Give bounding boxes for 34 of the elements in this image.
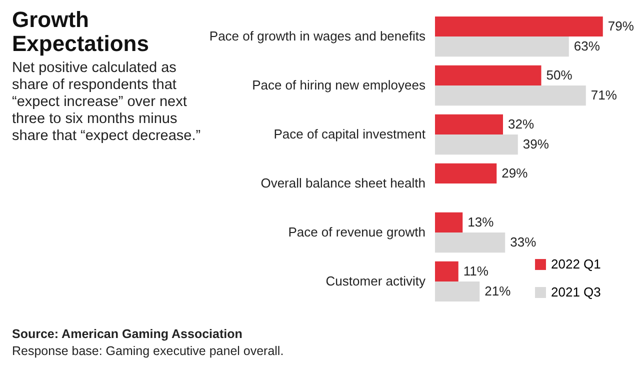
bar: [435, 36, 569, 57]
data-label: 13%: [468, 214, 494, 230]
bar: [435, 163, 497, 184]
bar: [435, 232, 506, 253]
y-tick-label: Pace of capital investment: [274, 126, 426, 142]
y-tick-label: Pace of revenue growth: [288, 224, 426, 240]
data-label: 71%: [590, 88, 618, 103]
data-label: 32%: [508, 116, 534, 132]
y-tick-label: Customer activity: [326, 273, 426, 288]
data-label: 21%: [484, 284, 512, 299]
y-tick-label: Pace of hiring new employees: [252, 78, 426, 93]
bar: [435, 65, 542, 86]
data-label: 29%: [502, 165, 528, 180]
source-note: Source: American Gaming Association: [12, 326, 244, 343]
data-label: 63%: [574, 38, 600, 54]
y-tick-label: Pace of growth in wages and benefits: [209, 28, 426, 44]
text: Net positive calculated as share of respondents that “expect increase” over next three to six months minus share that “expect decrease.”: [12, 60, 202, 145]
bar: [435, 281, 480, 302]
text: Growth Expectations: [12, 7, 149, 56]
legend-label: 2021 Q3: [551, 284, 601, 300]
text: Response base: Gaming executive panel overall.: [12, 343, 284, 360]
data-label: 39%: [522, 136, 550, 152]
bar: [435, 16, 603, 37]
data-label: 79%: [608, 18, 634, 34]
legend-label: 2022 Q1: [551, 256, 601, 272]
data-label: 50%: [546, 67, 573, 82]
y-tick-label: Overall balance sheet health: [260, 175, 426, 190]
data-label: 11%: [463, 263, 489, 278]
bar: [435, 134, 518, 155]
bar: [435, 261, 458, 282]
bar: [435, 114, 503, 135]
bar: [435, 212, 463, 232]
bar: [435, 86, 586, 106]
data-label: 33%: [510, 234, 537, 250]
